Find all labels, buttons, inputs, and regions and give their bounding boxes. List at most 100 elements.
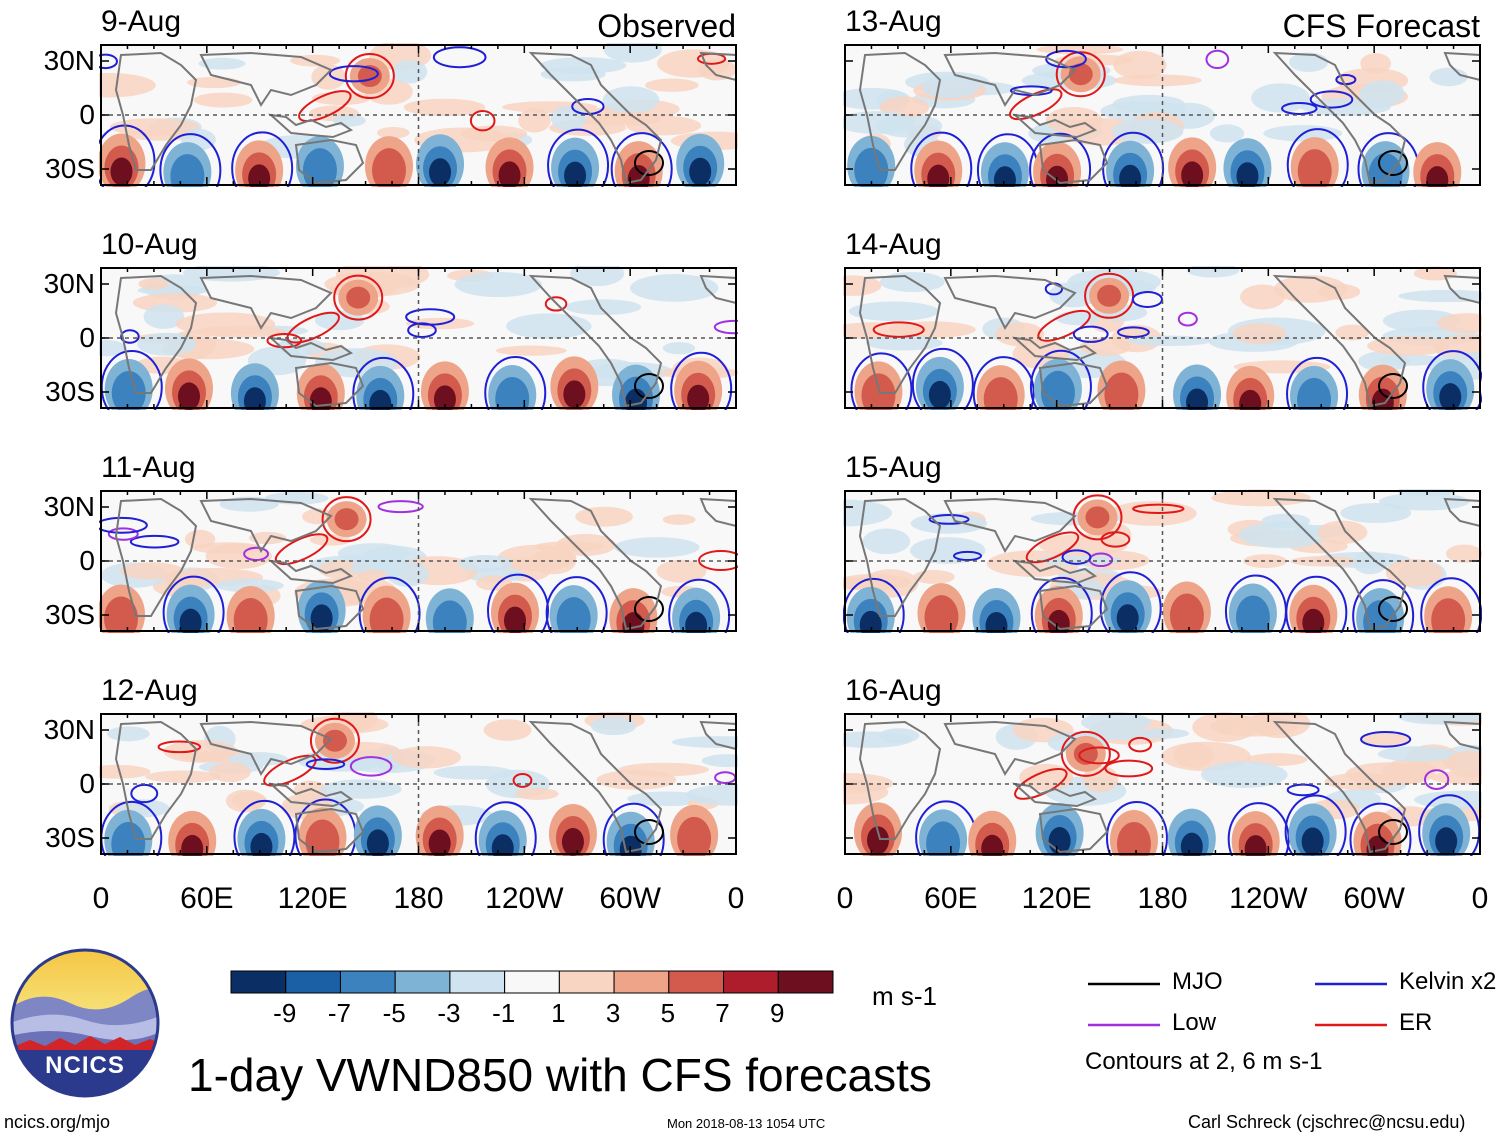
lat-tick-label: 30S: [45, 822, 95, 853]
anomaly-blob: [309, 534, 351, 546]
land-outline: [1038, 584, 1109, 631]
anomaly-blob: [506, 313, 592, 339]
anomaly-blob: [1377, 746, 1456, 762]
kelvin-contour: [670, 351, 733, 410]
land-outline: [858, 274, 942, 394]
anomaly-blob: [249, 531, 287, 545]
wave-lobe: [556, 597, 591, 633]
wave-lobe: [104, 596, 139, 633]
map-panel: [99, 490, 738, 633]
land-outline: [1272, 720, 1407, 854]
anomaly-blob: [656, 559, 707, 583]
anomaly-blob: [376, 126, 410, 139]
land-outline: [1011, 782, 1098, 808]
land-outline: [1443, 51, 1481, 82]
kelvin-contour: [1029, 349, 1092, 410]
wave-lobe: [310, 604, 333, 633]
anomaly-blob: [138, 278, 169, 290]
anomaly-blob: [685, 784, 738, 806]
lon-tick-label: 120E: [277, 882, 348, 915]
contour-loop: [1281, 102, 1318, 115]
wave-lobe: [854, 147, 889, 187]
logo-text: NCICS: [45, 1052, 125, 1079]
colorbar-swatch: [449, 970, 506, 994]
colorbar-swatch: [394, 970, 451, 994]
anomaly-blob: [1335, 324, 1369, 341]
map-panel: [99, 43, 738, 187]
anomaly-blob: [1445, 544, 1482, 563]
wave-lobe: [1040, 370, 1075, 410]
colorbar-tick-label: -7: [327, 998, 352, 1028]
colorbar-swatch: [230, 970, 287, 994]
contour-loop: [1131, 290, 1163, 308]
panel-date-label: 10-Aug: [101, 228, 198, 261]
anomaly-blob: [320, 779, 402, 799]
land-outline: [294, 138, 365, 185]
land-outline: [1011, 113, 1098, 139]
wave-lobe: [926, 821, 961, 856]
anomaly-blob: [314, 310, 365, 331]
wave-lobe: [866, 826, 889, 855]
wave-lobe: [564, 161, 587, 187]
main-title: 1-day VWND850 with CFS forecasts: [188, 1049, 932, 1101]
kelvin-contour: [1422, 350, 1482, 410]
anomaly-blob: [662, 342, 696, 355]
wave-lobe: [248, 164, 271, 187]
er-contour: [309, 717, 360, 764]
kelvin-contour: [1227, 802, 1290, 856]
kelvin-contour: [1029, 132, 1092, 187]
anomaly-blob: [575, 506, 633, 527]
ncics-logo: NCICS: [10, 948, 160, 1098]
wave-lobe: [1368, 153, 1403, 187]
kelvin-contour: [162, 575, 225, 633]
wave-lobe: [1104, 372, 1139, 410]
wave-lobe: [985, 611, 1008, 633]
wave-lobe: [181, 834, 204, 856]
contour-loop: [1128, 736, 1153, 753]
land-outline: [1038, 138, 1109, 185]
mjo-contour: [1378, 150, 1408, 176]
anomaly-blob: [1379, 492, 1470, 511]
contour-loop: [1360, 731, 1412, 748]
contour-loop: [872, 321, 925, 338]
land-outline: [699, 720, 737, 751]
panel-date-label: 12-Aug: [101, 674, 198, 707]
contour-loop: [1117, 326, 1150, 338]
wave-lobe: [1236, 162, 1259, 187]
er-contour: [1055, 51, 1106, 98]
lon-tick-label: 0: [1471, 882, 1489, 915]
contour-loop: [107, 527, 139, 541]
anomaly-blob: [175, 312, 276, 336]
kelvin-contour: [484, 355, 547, 410]
contour-loop: [243, 546, 270, 562]
land-outline: [199, 274, 333, 330]
anomaly-blob: [630, 274, 719, 302]
wave-lobe: [563, 380, 586, 409]
land-outline: [114, 51, 198, 171]
colorbar-tick-label: -3: [437, 998, 461, 1028]
anomaly-blob: [1290, 555, 1358, 567]
anomaly-blob: [322, 729, 347, 752]
contour-loop: [1072, 325, 1109, 343]
contour-loop: [120, 329, 140, 344]
anomaly-blob: [311, 91, 371, 106]
er-contour: [1084, 272, 1135, 319]
land-outline: [858, 720, 942, 840]
kelvin-contour: [910, 131, 973, 187]
anomaly-blob: [433, 765, 515, 780]
anomaly-blob: [614, 537, 700, 558]
wave-lobe: [305, 819, 340, 856]
wave-lobe: [1301, 827, 1324, 856]
map-panel: [843, 266, 1482, 410]
anomaly-blob: [570, 266, 625, 287]
contour-loop: [1205, 49, 1230, 70]
anomaly-blob: [564, 299, 642, 316]
map-panel: [843, 44, 1481, 187]
anomaly-blob: [530, 548, 576, 575]
anomaly-blob: [1209, 124, 1245, 143]
anomaly-blob: [1068, 63, 1093, 86]
colorbar-graphic: [230, 970, 834, 994]
contour-loop: [544, 296, 568, 312]
anomaly-blob: [1232, 323, 1286, 344]
contour-note: Contours at 2, 6 m s-1: [1085, 1048, 1323, 1075]
